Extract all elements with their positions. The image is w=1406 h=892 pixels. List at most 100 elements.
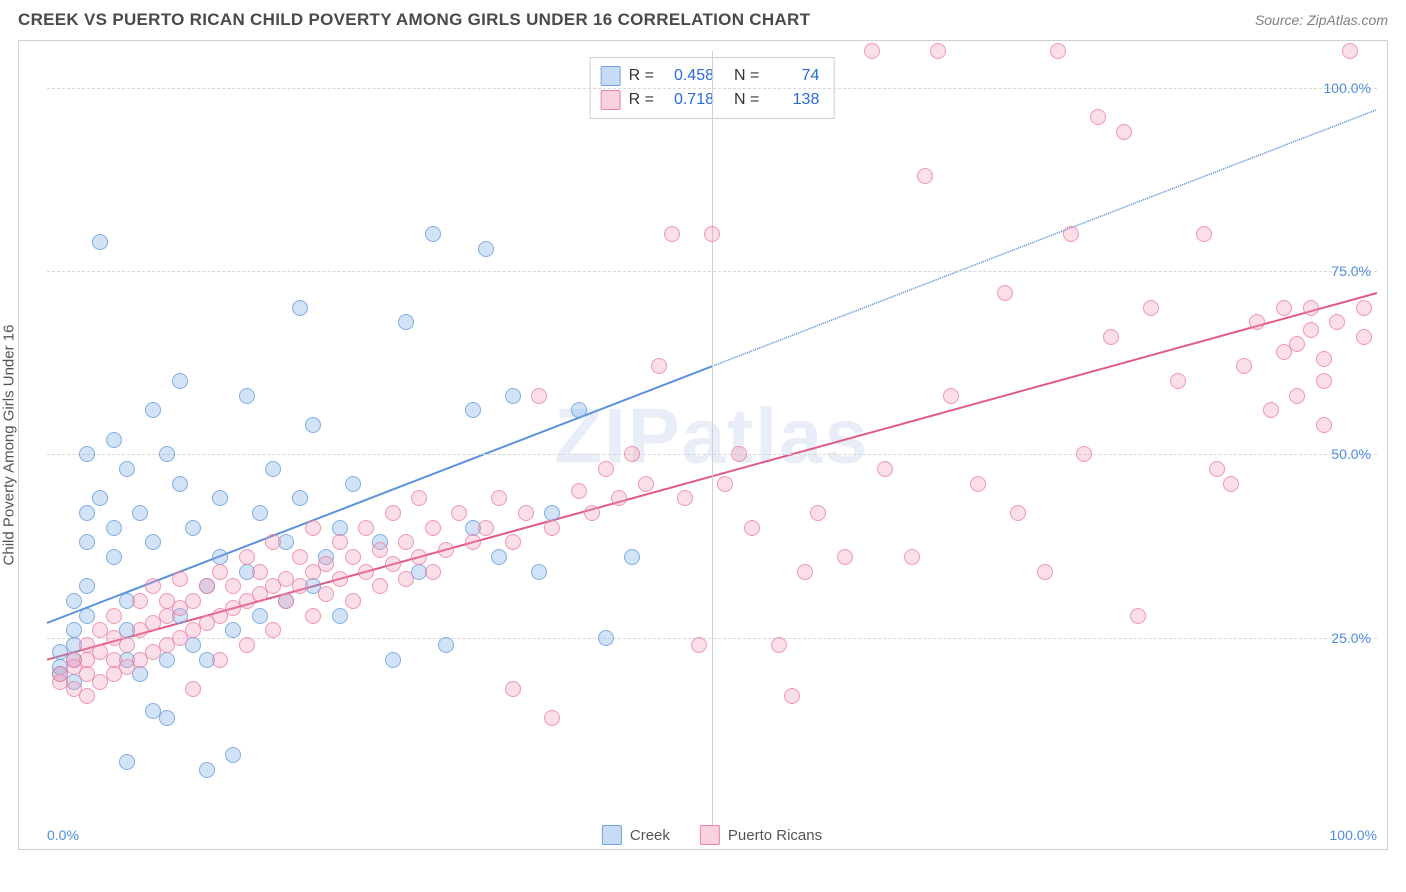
scatter-point xyxy=(731,446,747,462)
scatter-point xyxy=(1143,300,1159,316)
scatter-point xyxy=(638,476,654,492)
scatter-point xyxy=(465,534,481,550)
scatter-point xyxy=(106,520,122,536)
scatter-point xyxy=(119,754,135,770)
legend-item-pr: Puerto Ricans xyxy=(700,825,822,845)
y-tick-label: 100.0% xyxy=(1324,80,1371,96)
scatter-point xyxy=(943,388,959,404)
swatch-creek-icon xyxy=(601,66,621,86)
scatter-point xyxy=(372,542,388,558)
legend-item-creek: Creek xyxy=(602,825,670,845)
scatter-point xyxy=(199,762,215,778)
y-axis-label: Child Poverty Among Girls Under 16 xyxy=(1,325,18,566)
scatter-point xyxy=(305,608,321,624)
scatter-point xyxy=(1010,505,1026,521)
scatter-point xyxy=(292,549,308,565)
scatter-point xyxy=(704,226,720,242)
scatter-point xyxy=(318,556,334,572)
scatter-point xyxy=(106,432,122,448)
scatter-point xyxy=(491,490,507,506)
scatter-point xyxy=(624,446,640,462)
scatter-point xyxy=(106,549,122,565)
scatter-point xyxy=(358,564,374,580)
scatter-point xyxy=(1130,608,1146,624)
scatter-point xyxy=(478,241,494,257)
scatter-point xyxy=(1209,461,1225,477)
scatter-point xyxy=(385,652,401,668)
scatter-point xyxy=(199,578,215,594)
creek-r-value: 0.458 xyxy=(662,64,714,88)
scatter-point xyxy=(172,476,188,492)
n-label: N = xyxy=(734,64,759,88)
scatter-point xyxy=(1289,388,1305,404)
scatter-point xyxy=(651,358,667,374)
scatter-point xyxy=(1356,300,1372,316)
scatter-point xyxy=(385,556,401,572)
scatter-point xyxy=(1090,109,1106,125)
scatter-point xyxy=(92,234,108,250)
scatter-point xyxy=(292,300,308,316)
scatter-point xyxy=(544,505,560,521)
scatter-point xyxy=(478,520,494,536)
scatter-point xyxy=(1276,300,1292,316)
r-label: R = xyxy=(629,88,654,112)
source-label: Source: ZipAtlas.com xyxy=(1255,12,1388,28)
scatter-point xyxy=(784,688,800,704)
scatter-point xyxy=(1236,358,1252,374)
scatter-point xyxy=(345,476,361,492)
scatter-point xyxy=(1342,43,1358,59)
scatter-point xyxy=(132,593,148,609)
scatter-point xyxy=(411,549,427,565)
scatter-point xyxy=(79,534,95,550)
scatter-point xyxy=(398,571,414,587)
legend-label-creek: Creek xyxy=(630,827,670,844)
scatter-point xyxy=(372,578,388,594)
scatter-point xyxy=(332,534,348,550)
scatter-point xyxy=(438,542,454,558)
scatter-point xyxy=(79,505,95,521)
scatter-point xyxy=(398,314,414,330)
scatter-point xyxy=(185,520,201,536)
scatter-point xyxy=(744,520,760,536)
scatter-point xyxy=(1037,564,1053,580)
scatter-point xyxy=(252,564,268,580)
scatter-point xyxy=(79,688,95,704)
scatter-point xyxy=(225,747,241,763)
scatter-point xyxy=(1223,476,1239,492)
scatter-point xyxy=(505,534,521,550)
series-legend: Creek Puerto Ricans xyxy=(602,825,822,845)
pr-r-value: 0.718 xyxy=(662,88,714,112)
scatter-point xyxy=(1076,446,1092,462)
scatter-point xyxy=(119,637,135,653)
scatter-point xyxy=(797,564,813,580)
scatter-point xyxy=(145,534,161,550)
scatter-point xyxy=(864,43,880,59)
scatter-point xyxy=(505,388,521,404)
scatter-point xyxy=(385,505,401,521)
swatch-pr-icon xyxy=(601,90,621,110)
scatter-point xyxy=(332,571,348,587)
scatter-point xyxy=(318,586,334,602)
scatter-point xyxy=(1303,300,1319,316)
scatter-point xyxy=(145,402,161,418)
scatter-point xyxy=(252,505,268,521)
scatter-point xyxy=(877,461,893,477)
scatter-point xyxy=(292,490,308,506)
scatter-point xyxy=(265,622,281,638)
scatter-point xyxy=(505,681,521,697)
legend-row-pr: R = 0.718 N = 138 xyxy=(601,88,820,112)
scatter-point xyxy=(132,505,148,521)
scatter-point xyxy=(771,637,787,653)
plot-area: ZIPatlas R = 0.458 N = 74 R = 0.718 N = … xyxy=(47,51,1377,821)
scatter-point xyxy=(970,476,986,492)
scatter-point xyxy=(904,549,920,565)
scatter-point xyxy=(438,637,454,653)
x-tick-left: 0.0% xyxy=(47,827,79,843)
scatter-point xyxy=(305,417,321,433)
scatter-point xyxy=(571,483,587,499)
scatter-point xyxy=(544,710,560,726)
scatter-point xyxy=(1263,402,1279,418)
creek-n-value: 74 xyxy=(767,64,819,88)
scatter-point xyxy=(1170,373,1186,389)
chart-title: CREEK VS PUERTO RICAN CHILD POVERTY AMON… xyxy=(18,10,810,30)
